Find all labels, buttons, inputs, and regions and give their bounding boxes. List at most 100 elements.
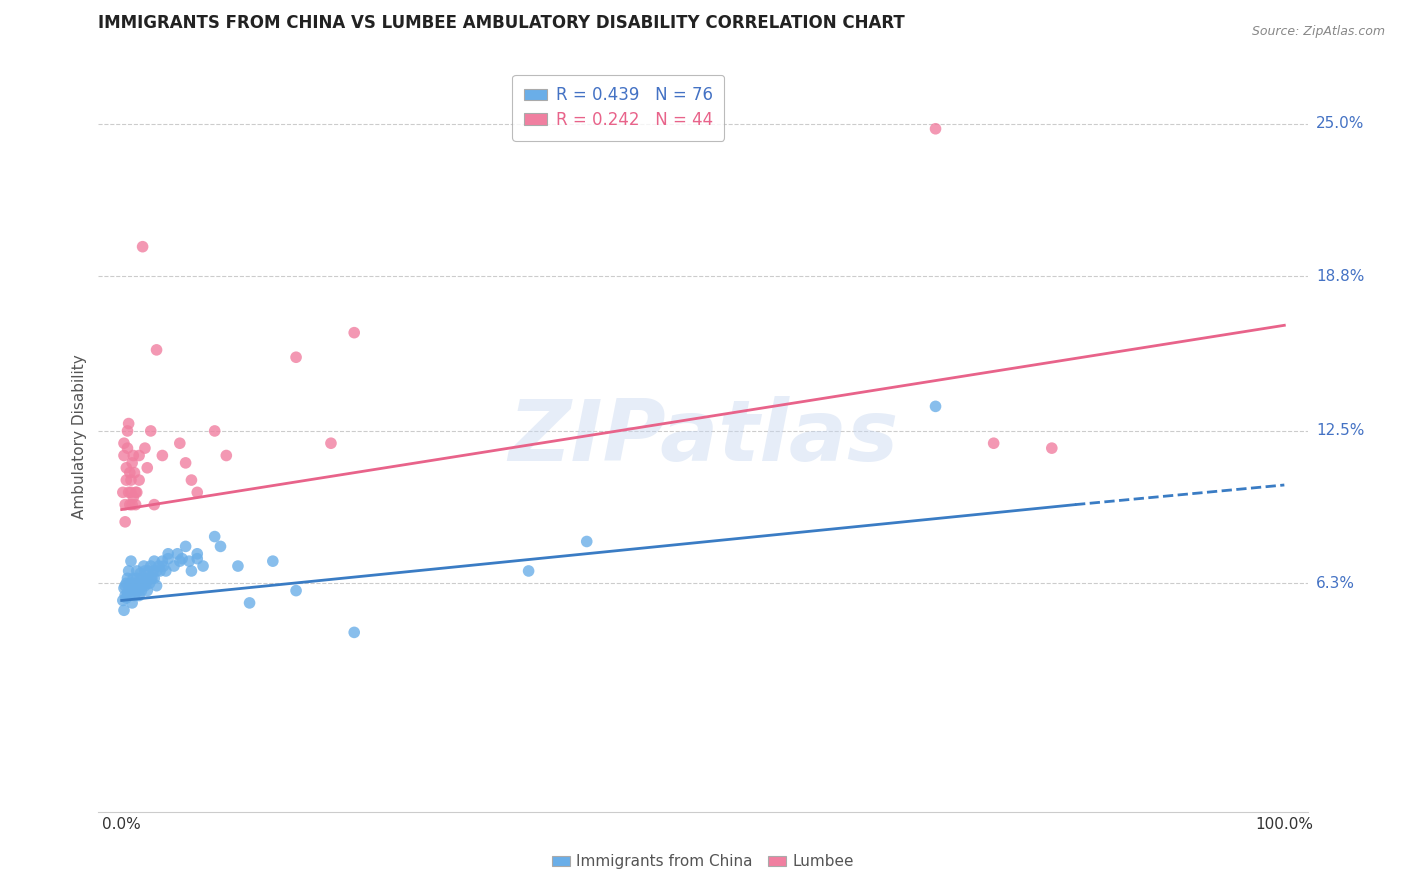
Point [143, 554, 166, 568]
Point [114, 579, 136, 593]
Point [148, 559, 170, 574]
Point [131, 583, 153, 598]
Point [131, 240, 153, 254]
Point [124, 583, 146, 598]
Point [924, 400, 946, 414]
Point [166, 547, 188, 561]
Point [121, 498, 143, 512]
Legend: R = 0.439   N = 76, R = 0.242   N = 44: R = 0.439 N = 76, R = 0.242 N = 44 [512, 75, 724, 141]
Legend: Immigrants from China, Lumbee: Immigrants from China, Lumbee [546, 848, 860, 875]
Point [128, 579, 150, 593]
Point [143, 571, 166, 585]
Point [174, 456, 197, 470]
Point [114, 515, 136, 529]
Point [114, 498, 136, 512]
Point [118, 485, 141, 500]
Point [118, 466, 141, 480]
Point [121, 456, 143, 470]
Point [204, 530, 226, 544]
Point [343, 625, 366, 640]
Point [111, 593, 134, 607]
Point [134, 579, 156, 593]
Point [319, 436, 342, 450]
Point [149, 564, 172, 578]
Point [142, 564, 165, 578]
Point [285, 350, 308, 364]
Point [118, 564, 141, 578]
Point [124, 589, 146, 603]
Point [215, 449, 238, 463]
Point [112, 581, 135, 595]
Point [285, 583, 308, 598]
Point [118, 589, 141, 603]
Point [138, 564, 160, 578]
Point [239, 596, 262, 610]
Point [179, 554, 201, 568]
Point [127, 583, 149, 598]
Point [134, 441, 156, 455]
Point [112, 603, 135, 617]
Point [186, 551, 208, 566]
Point [128, 473, 150, 487]
Point [226, 559, 249, 574]
Point [121, 596, 143, 610]
Point [124, 576, 146, 591]
Text: 25.0%: 25.0% [1316, 116, 1364, 131]
Point [145, 564, 167, 578]
Point [125, 564, 148, 578]
Point [129, 581, 152, 595]
Point [134, 564, 156, 578]
Point [139, 559, 162, 574]
Point [122, 449, 145, 463]
Point [141, 571, 163, 585]
Point [180, 564, 202, 578]
Point [117, 571, 139, 585]
Point [172, 551, 194, 566]
Point [117, 586, 139, 600]
Point [150, 554, 173, 568]
Point [191, 559, 214, 574]
Point [152, 559, 174, 574]
Point [124, 498, 146, 512]
Point [136, 571, 159, 585]
Point [118, 417, 141, 431]
Y-axis label: Ambulatory Disability: Ambulatory Disability [72, 355, 87, 519]
Text: 18.8%: 18.8% [1316, 268, 1364, 284]
Text: Source: ZipAtlas.com: Source: ZipAtlas.com [1251, 25, 1385, 38]
Point [138, 576, 160, 591]
Point [131, 576, 153, 591]
Text: IMMIGRANTS FROM CHINA VS LUMBEE AMBULATORY DISABILITY CORRELATION CHART: IMMIGRANTS FROM CHINA VS LUMBEE AMBULATO… [98, 14, 905, 32]
Point [262, 554, 284, 568]
Point [114, 589, 136, 603]
Point [118, 576, 141, 591]
Point [124, 485, 146, 500]
Point [125, 571, 148, 585]
Point [120, 473, 142, 487]
Point [115, 591, 138, 605]
Point [209, 540, 232, 554]
Point [132, 559, 155, 574]
Point [163, 559, 186, 574]
Point [117, 424, 139, 438]
Point [145, 579, 167, 593]
Point [128, 589, 150, 603]
Point [186, 547, 208, 561]
Point [136, 583, 159, 598]
Point [120, 583, 142, 598]
Text: 12.5%: 12.5% [1316, 424, 1364, 439]
Point [120, 554, 142, 568]
Point [343, 326, 366, 340]
Text: ZIPatlas: ZIPatlas [508, 395, 898, 479]
Point [575, 534, 598, 549]
Point [136, 460, 159, 475]
Point [924, 121, 946, 136]
Point [111, 485, 134, 500]
Point [117, 441, 139, 455]
Point [131, 571, 153, 585]
Point [169, 554, 191, 568]
Point [143, 498, 166, 512]
Point [120, 485, 142, 500]
Point [180, 473, 202, 487]
Point [145, 343, 167, 357]
Point [124, 466, 146, 480]
